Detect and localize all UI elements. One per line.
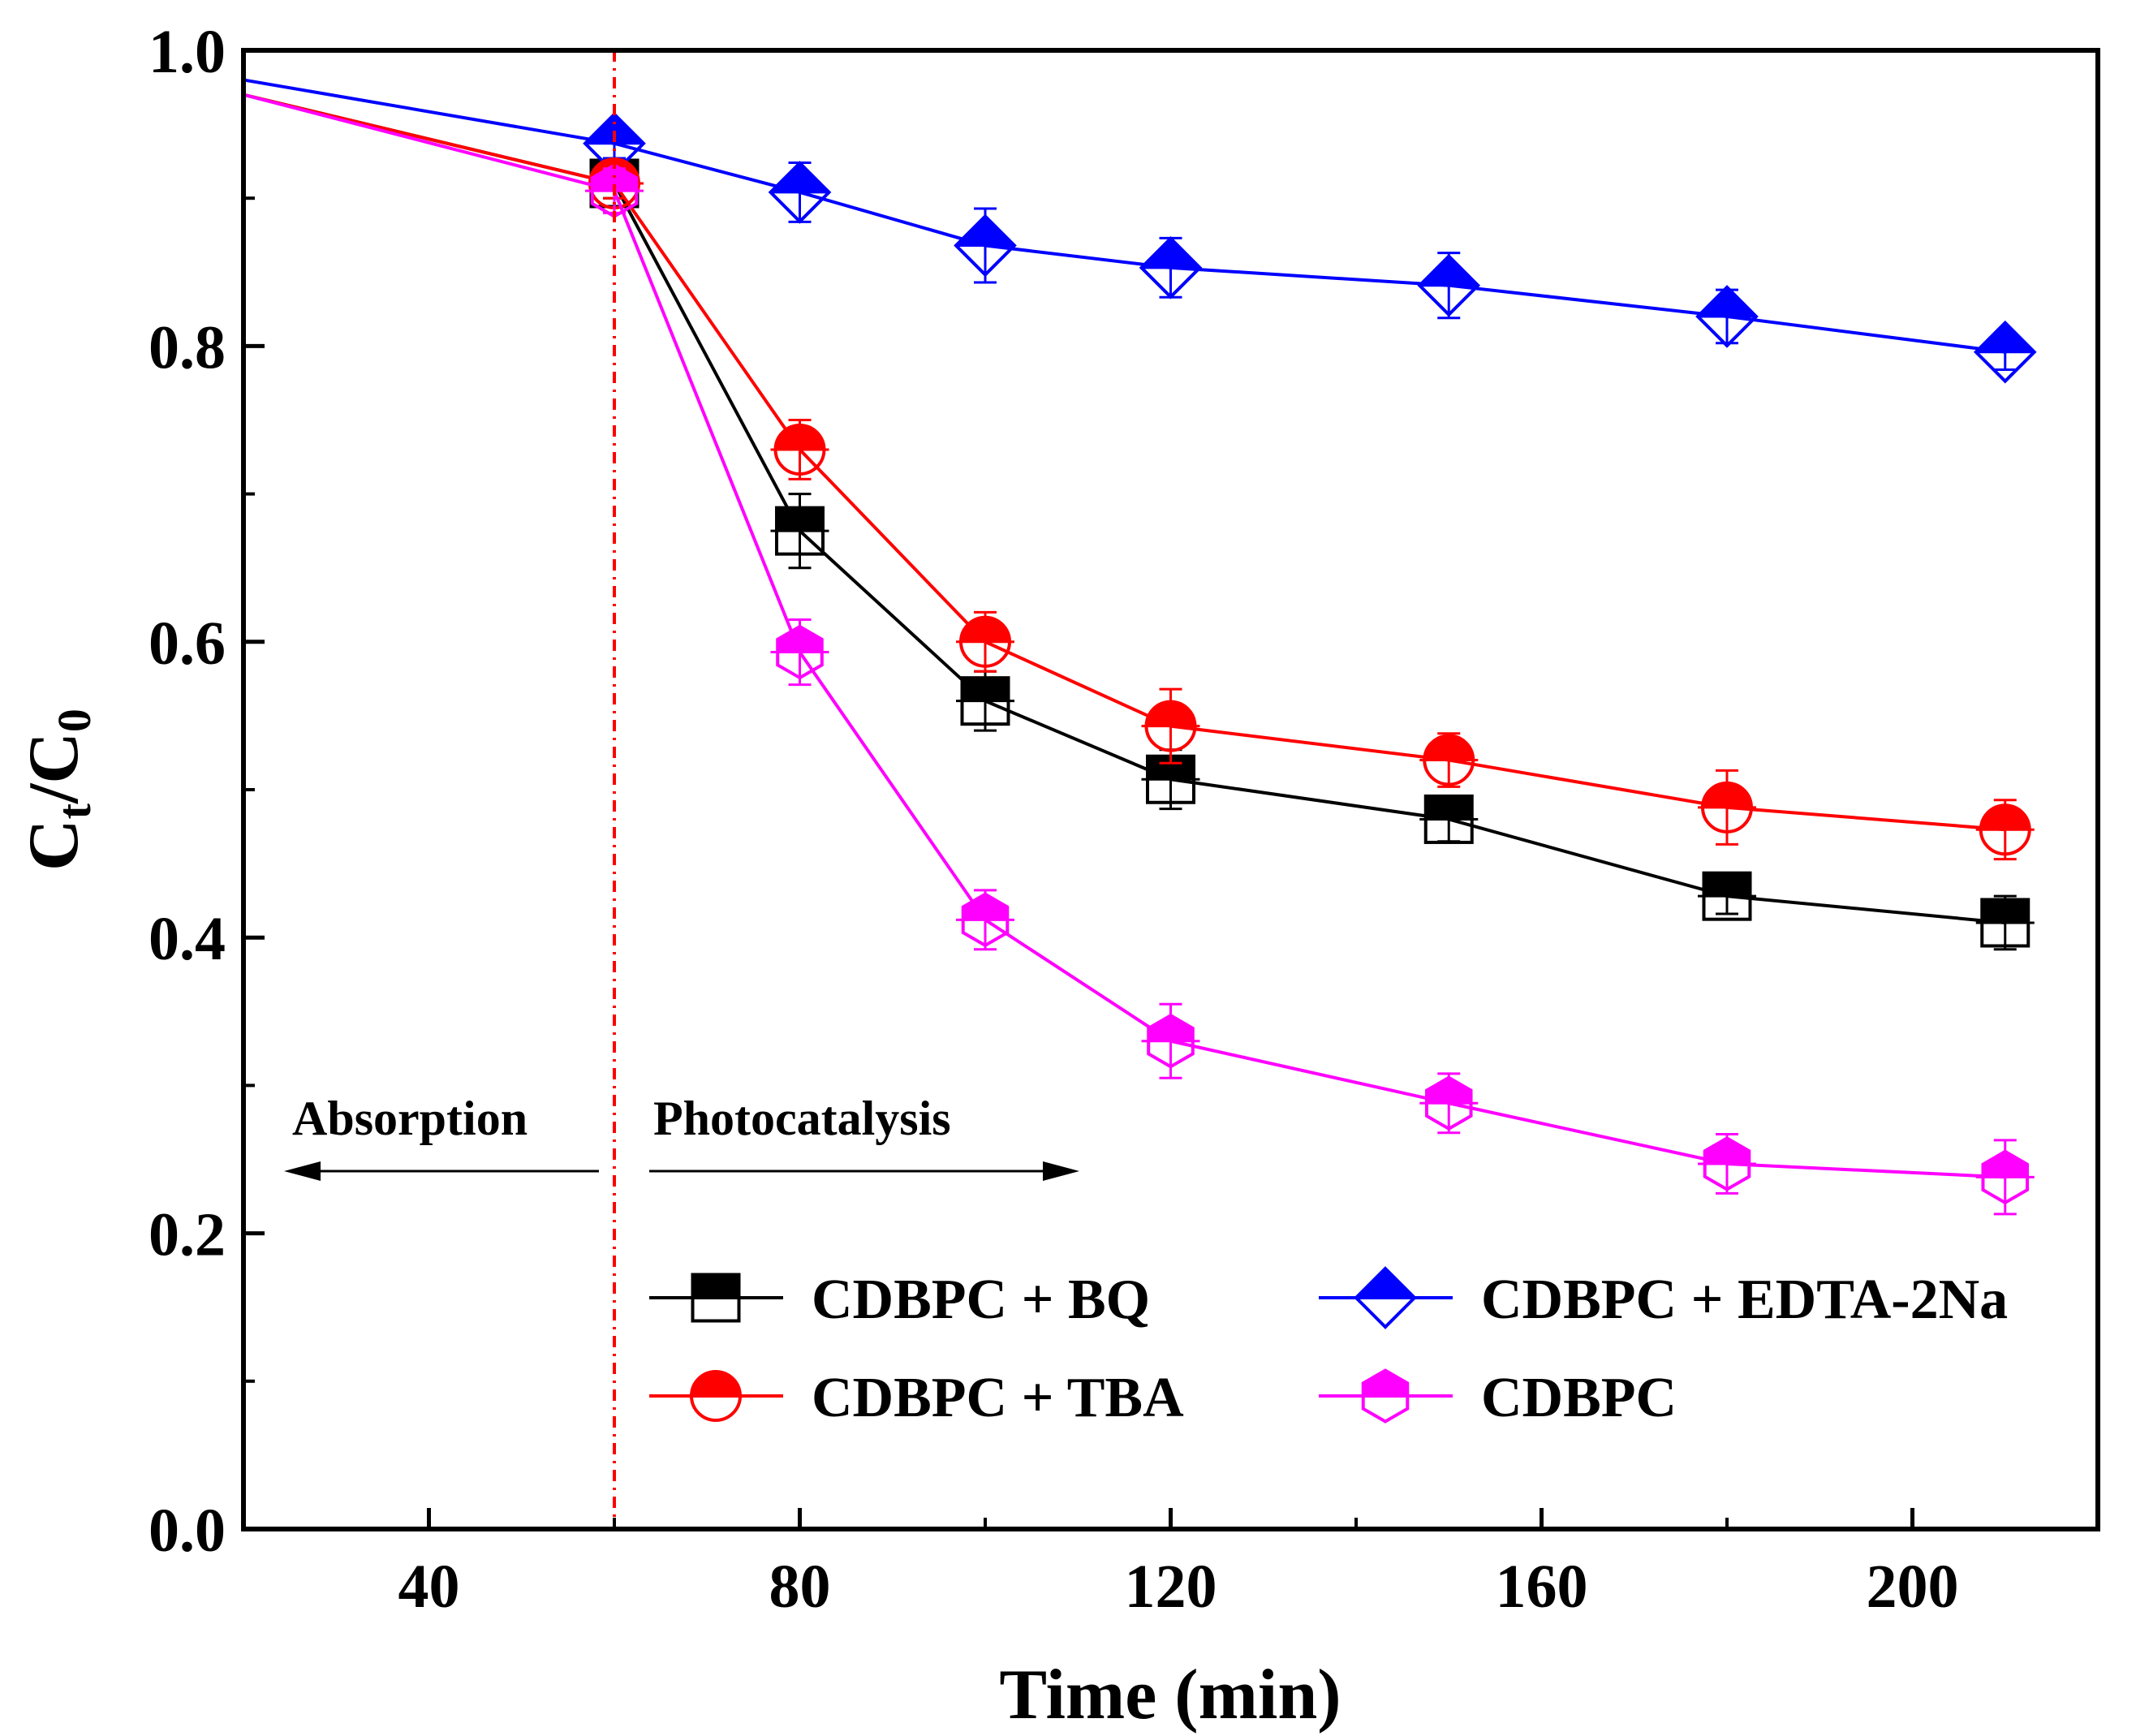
y-tick-label: 0.6	[149, 610, 226, 678]
series-line-2	[243, 93, 2005, 832]
data-point	[1147, 1013, 1195, 1069]
series-0	[243, 93, 2035, 951]
series-2	[243, 93, 2035, 861]
legend-marker-2-fill	[691, 1372, 740, 1396]
series-line-3	[243, 93, 2005, 1179]
data-point	[776, 624, 824, 680]
data-point-fill	[1980, 805, 2030, 830]
data-point-fill	[1982, 899, 2029, 923]
y-tick-label: 0.8	[149, 313, 226, 381]
series-3	[243, 93, 2035, 1216]
legend-marker-1-fill	[1356, 1269, 1415, 1298]
data-point-fill	[1703, 872, 1751, 897]
x-tick-label: 40	[398, 1553, 460, 1621]
data-point-fill	[775, 424, 825, 450]
x-tick-label: 200	[1867, 1553, 1959, 1621]
data-point	[1424, 1075, 1473, 1131]
series-line-0	[243, 93, 2005, 924]
data-point-fill	[1425, 795, 1472, 820]
legend-marker-3	[1361, 1368, 1410, 1424]
legend: CDBPC + BQ CDBPC + EDTA-2Na CDBPC + TBA CDB…	[649, 1266, 2008, 1429]
data-point-fill	[1419, 256, 1479, 286]
legend-label-1: CDBPC + EDTA-2Na	[1481, 1269, 2008, 1331]
data-point-fill	[770, 162, 829, 192]
data-point	[768, 161, 832, 224]
x-axis-title: Time (min)	[999, 1656, 1341, 1734]
data-point-fill	[1424, 735, 1474, 760]
x-tick-label: 80	[769, 1553, 831, 1621]
y-tick-label: 0.4	[149, 905, 226, 973]
data-point-fill	[1141, 238, 1200, 268]
series-1	[243, 78, 2037, 384]
y-tick-label: 0.2	[149, 1201, 226, 1269]
data-point	[961, 892, 1010, 948]
data-point	[1981, 1149, 2030, 1205]
data-point-fill	[777, 507, 823, 532]
legend-marker-1	[1354, 1266, 1417, 1329]
ticks-layer: 40 80 120 160 200 0.0 0.2 0.4 0.6 0.8 1.0	[149, 18, 1959, 1621]
absorption-label: Absorption	[292, 1092, 528, 1145]
data-point	[1703, 1136, 1751, 1191]
data-point-fill	[1146, 701, 1195, 726]
y-tick-label: 0.0	[149, 1497, 226, 1565]
y-tick-label: 1.0	[149, 18, 226, 86]
legend-label-0: CDBPC + BQ	[812, 1269, 1150, 1331]
legend-label-3: CDBPC	[1481, 1367, 1677, 1429]
data-point-fill	[962, 678, 1009, 701]
series-line-1	[243, 78, 2006, 354]
legend-label-2: CDBPC + TBA	[812, 1367, 1184, 1429]
x-tick-label: 160	[1496, 1553, 1588, 1621]
data-point-fill	[1975, 322, 2035, 352]
data-point	[1417, 253, 1481, 317]
data-point	[1695, 285, 1759, 348]
legend-marker-0-fill	[692, 1274, 739, 1298]
data-point	[1139, 236, 1203, 299]
data-point-fill	[956, 216, 1014, 246]
photocatalysis-arrowhead	[1043, 1161, 1079, 1181]
series-layer	[243, 78, 2037, 1216]
x-tick-label: 120	[1125, 1553, 1217, 1621]
photocatalysis-label: Photocatalysis	[653, 1092, 951, 1145]
data-point	[954, 213, 1017, 278]
data-point-fill	[1698, 286, 1756, 317]
y-axis-title: Ct/C0	[15, 709, 101, 871]
data-point-fill	[585, 114, 644, 144]
data-point-fill	[1703, 782, 1751, 808]
absorption-arrowhead	[284, 1161, 321, 1181]
data-point-fill	[961, 617, 1010, 642]
data-point	[1973, 320, 2037, 384]
